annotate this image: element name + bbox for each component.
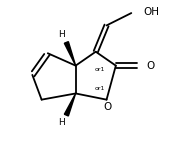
Text: O: O — [147, 61, 155, 71]
Polygon shape — [64, 42, 76, 66]
Text: H: H — [58, 30, 65, 39]
Text: or1: or1 — [94, 85, 105, 90]
Text: O: O — [103, 102, 111, 112]
Text: H: H — [58, 118, 65, 127]
Text: OH: OH — [143, 7, 159, 17]
Polygon shape — [64, 93, 76, 116]
Text: or1: or1 — [94, 67, 105, 72]
